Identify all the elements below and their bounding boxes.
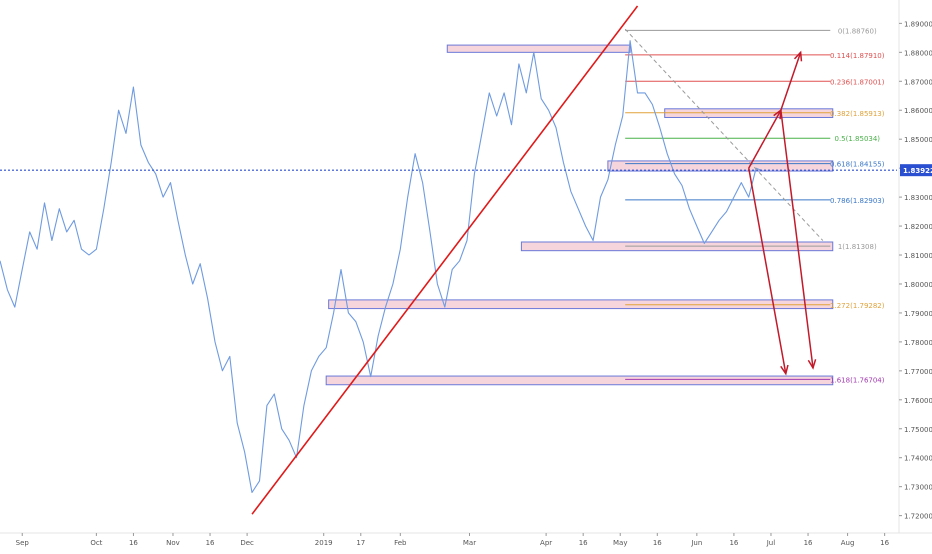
fib-level-label-2: 0.236(1.87001) xyxy=(830,78,885,86)
fib-level-label-5: 0.618(1.84155) xyxy=(830,161,885,169)
y-tick-label-7: 1.79000 xyxy=(904,310,932,318)
y-tick-label-5: 1.77000 xyxy=(904,368,932,376)
x-tick-label-11: 16 xyxy=(579,539,588,547)
fib-level-label-9: 1.618(1.76704) xyxy=(830,376,885,384)
projection-arrowhead-2 xyxy=(780,364,789,376)
y-tick-label-3: 1.75000 xyxy=(904,426,932,434)
y-tick-label-13: 1.85000 xyxy=(904,136,932,144)
projection-arrow-2 xyxy=(747,168,787,374)
y-tick-label-10: 1.82000 xyxy=(904,223,932,231)
x-tick-label-17: 16 xyxy=(804,539,813,547)
y-tick-label-1: 1.73000 xyxy=(904,484,932,492)
y-tick-label-4: 1.76000 xyxy=(904,397,932,405)
x-tick-label-8: Feb xyxy=(394,539,407,547)
zone-rect-4 xyxy=(328,299,834,310)
x-tick-label-16: Jul xyxy=(766,539,776,547)
x-tick-label-10: Apr xyxy=(540,539,552,547)
zone-rect-2 xyxy=(607,160,834,172)
projection-arrowhead-3 xyxy=(807,359,817,370)
zone-rect-5 xyxy=(325,375,834,386)
x-tick-label-12: May xyxy=(613,539,627,547)
y-tick-label-2: 1.74000 xyxy=(904,455,932,463)
fib-level-label-6: 0.786(1.82903) xyxy=(830,197,885,205)
y-tick-label-15: 1.87000 xyxy=(904,78,932,86)
x-tick-label-4: 16 xyxy=(206,539,215,547)
y-tick-label-8: 1.80000 xyxy=(904,281,932,289)
fib-layer: 0(1.88760) 0.114(1.87910) 0.236(1.87001) 0.… xyxy=(625,27,885,384)
y-tick-label-11: 1.83000 xyxy=(904,194,932,202)
x-tick-label-14: Jun xyxy=(690,539,702,547)
uptrend-line xyxy=(251,5,639,515)
fib-level-label-1: 0.114(1.87910) xyxy=(830,52,885,60)
fib-level-label-4: 0.5(1.85034) xyxy=(835,135,881,143)
y-tick-label-6: 1.78000 xyxy=(904,339,932,347)
current-price-label: 1.83922 xyxy=(903,167,932,175)
x-tick-label-18: Aug xyxy=(841,539,855,547)
y-tick-label-17: 1.89000 xyxy=(904,20,932,28)
price-series-line-0 xyxy=(0,40,762,494)
x-tick-label-7: 17 xyxy=(356,539,365,547)
projection-arrow-0 xyxy=(748,109,782,169)
x-tick-label-13: 16 xyxy=(653,539,662,547)
x-tick-label-1: Oct xyxy=(90,539,102,547)
fib-diagonal-dashed-line xyxy=(624,28,824,241)
y-tick-label-14: 1.86000 xyxy=(904,107,932,115)
projection-arrow-3 xyxy=(780,110,814,369)
y-tick-label-9: 1.81000 xyxy=(904,252,932,260)
current-price-badge xyxy=(900,164,932,177)
fib-level-label-8: 1.272(1.79282) xyxy=(830,302,885,310)
x-tick-label-5: Dec xyxy=(240,539,254,547)
x-tick-label-19: 16 xyxy=(880,539,889,547)
fib-level-label-0: 0(1.88760) xyxy=(838,27,877,35)
fib-level-label-3: 0.382(1.85913) xyxy=(830,110,885,118)
x-tick-label-3: Nov xyxy=(166,539,180,547)
zone-rect-0 xyxy=(446,44,631,53)
projection-arrowhead-1 xyxy=(793,50,803,62)
projection-arrow-1 xyxy=(780,52,802,111)
x-tick-label-6: 2019 xyxy=(315,539,333,547)
x-tick-label-0: Sep xyxy=(16,539,30,547)
y-tick-label-16: 1.88000 xyxy=(904,49,932,57)
y-tick-label-0: 1.72000 xyxy=(904,513,932,521)
x-tick-label-2: 16 xyxy=(129,539,138,547)
x-tick-label-15: 16 xyxy=(729,539,738,547)
price-layer xyxy=(0,40,762,494)
x-tick-label-9: Mar xyxy=(463,539,476,547)
annotation-layer xyxy=(0,5,897,515)
fib-level-label-7: 1(1.81308) xyxy=(838,243,877,251)
